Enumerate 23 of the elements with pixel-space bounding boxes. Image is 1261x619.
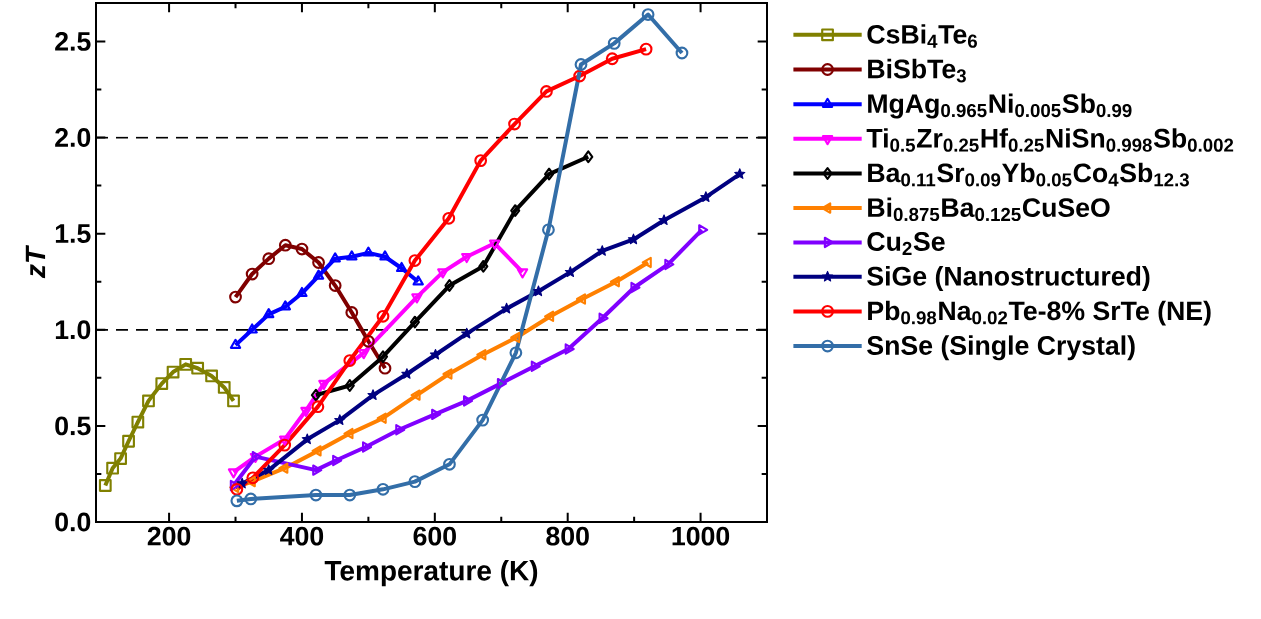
legend-label: SiGe (Nanostructured) (867, 266, 1150, 291)
y-tick-label: 2.0 (55, 128, 91, 147)
y-tick-label: 1.0 (55, 320, 91, 340)
text: Ba$_{0.11}$Sr$_{0.09}$Yb$_{0.05}$Co$_{4}$Sb$_{12.3}$ (868, 162, 1189, 187)
y-tick-label: 0.5 (55, 416, 91, 436)
legend-label: SnSe (Single Crystal) (867, 335, 1135, 361)
legend-label: BiSbTe$_{3}$ (868, 58, 966, 83)
y-tick-label: 2.5 (55, 32, 91, 51)
x-tick-label: 400 (280, 526, 324, 546)
legend-label: CsBi$_{4}$Te$_{6}$ (867, 24, 977, 48)
legend-label: Cu$_{2}$Se (867, 232, 945, 255)
x-tick-label: 800 (546, 526, 589, 546)
legend-label: MgAg$_{0.965}$Ni$_{0.005}$Sb$_{0.99}$ (868, 93, 1132, 119)
legend-label: Pb$_{0.98}$Na$_{0.02}$Te-8% SrTe (NE) (868, 300, 1211, 326)
y-tick-label: 0.0 (55, 512, 91, 532)
x-tick-label: 200 (147, 526, 191, 546)
legend-label: Bi$_{0.875}$Ba$_{0.125}$CuSeO (868, 197, 1110, 222)
y-axis-title: zT (25, 244, 46, 279)
y-tick-label: 1.5 (55, 224, 91, 243)
x-axis-title: Temperature (K) (324, 560, 538, 587)
x-tick-label: 1000 (672, 526, 730, 546)
text: Ti$_{0.5}$Zr$_{0.25}$Hf$_{0.25}$NiSn$_{0.998}$Sb$_{0.002}$ (866, 128, 1234, 152)
x-tick-label: 600 (413, 526, 456, 546)
